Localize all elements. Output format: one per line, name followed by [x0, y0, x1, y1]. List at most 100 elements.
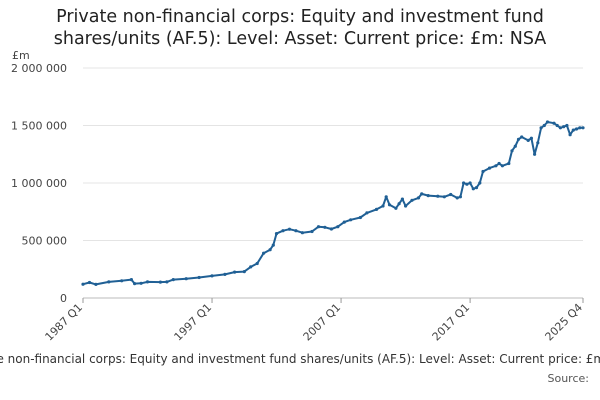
- data-point[interactable]: [139, 281, 143, 285]
- data-point[interactable]: [474, 186, 479, 190]
- y-tick-label: 0: [60, 292, 67, 305]
- data-point[interactable]: [120, 279, 124, 283]
- data-point[interactable]: [129, 278, 133, 282]
- data-point[interactable]: [397, 202, 401, 206]
- data-point[interactable]: [410, 198, 414, 202]
- data-point[interactable]: [262, 251, 266, 255]
- data-point[interactable]: [233, 270, 237, 274]
- data-point[interactable]: [271, 243, 275, 247]
- data-point[interactable]: [358, 215, 362, 220]
- data-point[interactable]: [468, 181, 472, 185]
- data-point[interactable]: [133, 282, 137, 286]
- data-point[interactable]: [404, 204, 408, 208]
- data-point[interactable]: [436, 194, 440, 198]
- series-line: [82, 121, 583, 286]
- data-point[interactable]: [533, 152, 537, 156]
- data-point[interactable]: [384, 195, 388, 199]
- data-point[interactable]: [481, 169, 485, 174]
- data-point[interactable]: [442, 195, 446, 199]
- data-point[interactable]: [158, 280, 162, 284]
- data-point[interactable]: [374, 207, 379, 211]
- data-point[interactable]: [81, 282, 85, 286]
- data-point[interactable]: [568, 133, 572, 137]
- data-point[interactable]: [420, 192, 424, 196]
- y-tick-label: 500 000: [22, 235, 68, 248]
- data-point[interactable]: [487, 166, 492, 170]
- data-point[interactable]: [526, 138, 530, 142]
- data-point[interactable]: [329, 227, 333, 231]
- data-point[interactable]: [520, 135, 524, 139]
- data-point[interactable]: [471, 187, 475, 191]
- data-point[interactable]: [539, 126, 543, 130]
- data-point[interactable]: [287, 227, 292, 231]
- data-point[interactable]: [249, 265, 253, 269]
- data-point[interactable]: [281, 229, 285, 233]
- x-tick-label: 1997 Q1: [172, 301, 215, 344]
- data-point[interactable]: [510, 149, 514, 153]
- data-point[interactable]: [458, 195, 462, 199]
- data-point[interactable]: [316, 225, 321, 229]
- data-point[interactable]: [255, 261, 259, 266]
- y-tick-label: 2 000 000: [11, 62, 67, 75]
- y-tick-label: 1 500 000: [11, 120, 67, 133]
- data-point[interactable]: [574, 127, 579, 131]
- data-point[interactable]: [342, 220, 346, 224]
- data-point[interactable]: [197, 275, 201, 280]
- data-point[interactable]: [349, 218, 353, 222]
- data-point[interactable]: [552, 121, 556, 125]
- data-point[interactable]: [497, 161, 501, 166]
- data-point[interactable]: [449, 192, 453, 197]
- data-point[interactable]: [145, 280, 150, 284]
- data-point[interactable]: [555, 123, 559, 128]
- data-point[interactable]: [416, 196, 421, 200]
- data-point[interactable]: [223, 272, 227, 276]
- data-point[interactable]: [536, 141, 540, 145]
- data-point[interactable]: [165, 280, 169, 284]
- data-point[interactable]: [581, 126, 585, 130]
- data-point[interactable]: [300, 231, 304, 235]
- data-point[interactable]: [268, 248, 272, 252]
- series-group: [81, 120, 585, 286]
- data-point[interactable]: [500, 164, 504, 168]
- data-point[interactable]: [310, 229, 314, 234]
- x-axis: 1987 Q1 1997 Q1 2007 Q1 2017 Q1 2025 Q4: [43, 298, 585, 344]
- data-point[interactable]: [426, 194, 430, 198]
- source-label: Source:: [547, 372, 590, 385]
- data-point[interactable]: [400, 197, 404, 201]
- data-point[interactable]: [494, 164, 498, 168]
- data-point[interactable]: [465, 182, 469, 186]
- data-point[interactable]: [478, 181, 482, 185]
- data-point[interactable]: [242, 270, 246, 274]
- data-point[interactable]: [565, 123, 569, 128]
- data-point[interactable]: [94, 282, 98, 286]
- data-point[interactable]: [184, 277, 188, 281]
- data-point[interactable]: [562, 125, 566, 129]
- data-point[interactable]: [507, 161, 511, 166]
- data-point[interactable]: [516, 137, 521, 141]
- data-point[interactable]: [578, 126, 582, 130]
- x-tick-label: 2017 Q1: [430, 301, 473, 344]
- x-tick-label: 1987 Q1: [43, 301, 86, 344]
- data-point[interactable]: [323, 225, 327, 229]
- data-point[interactable]: [294, 229, 298, 233]
- data-point[interactable]: [542, 123, 546, 128]
- data-point[interactable]: [387, 203, 392, 207]
- data-point[interactable]: [365, 211, 369, 215]
- data-point[interactable]: [381, 204, 385, 208]
- data-point[interactable]: [558, 126, 563, 130]
- data-point[interactable]: [274, 232, 279, 236]
- data-point[interactable]: [171, 278, 175, 282]
- data-point[interactable]: [462, 181, 466, 185]
- data-point[interactable]: [455, 196, 459, 200]
- data-point[interactable]: [87, 280, 92, 285]
- data-point[interactable]: [394, 206, 398, 210]
- data-point[interactable]: [336, 225, 340, 229]
- data-point[interactable]: [545, 120, 550, 124]
- data-point[interactable]: [513, 144, 517, 148]
- data-point[interactable]: [571, 128, 575, 132]
- data-point[interactable]: [210, 274, 214, 278]
- data-point[interactable]: [529, 136, 534, 140]
- legend-entry: Private non-financial corps: Equity and …: [0, 352, 600, 366]
- data-point[interactable]: [107, 280, 111, 284]
- chart-title: Private non-financial corps: Equity and …: [0, 6, 600, 50]
